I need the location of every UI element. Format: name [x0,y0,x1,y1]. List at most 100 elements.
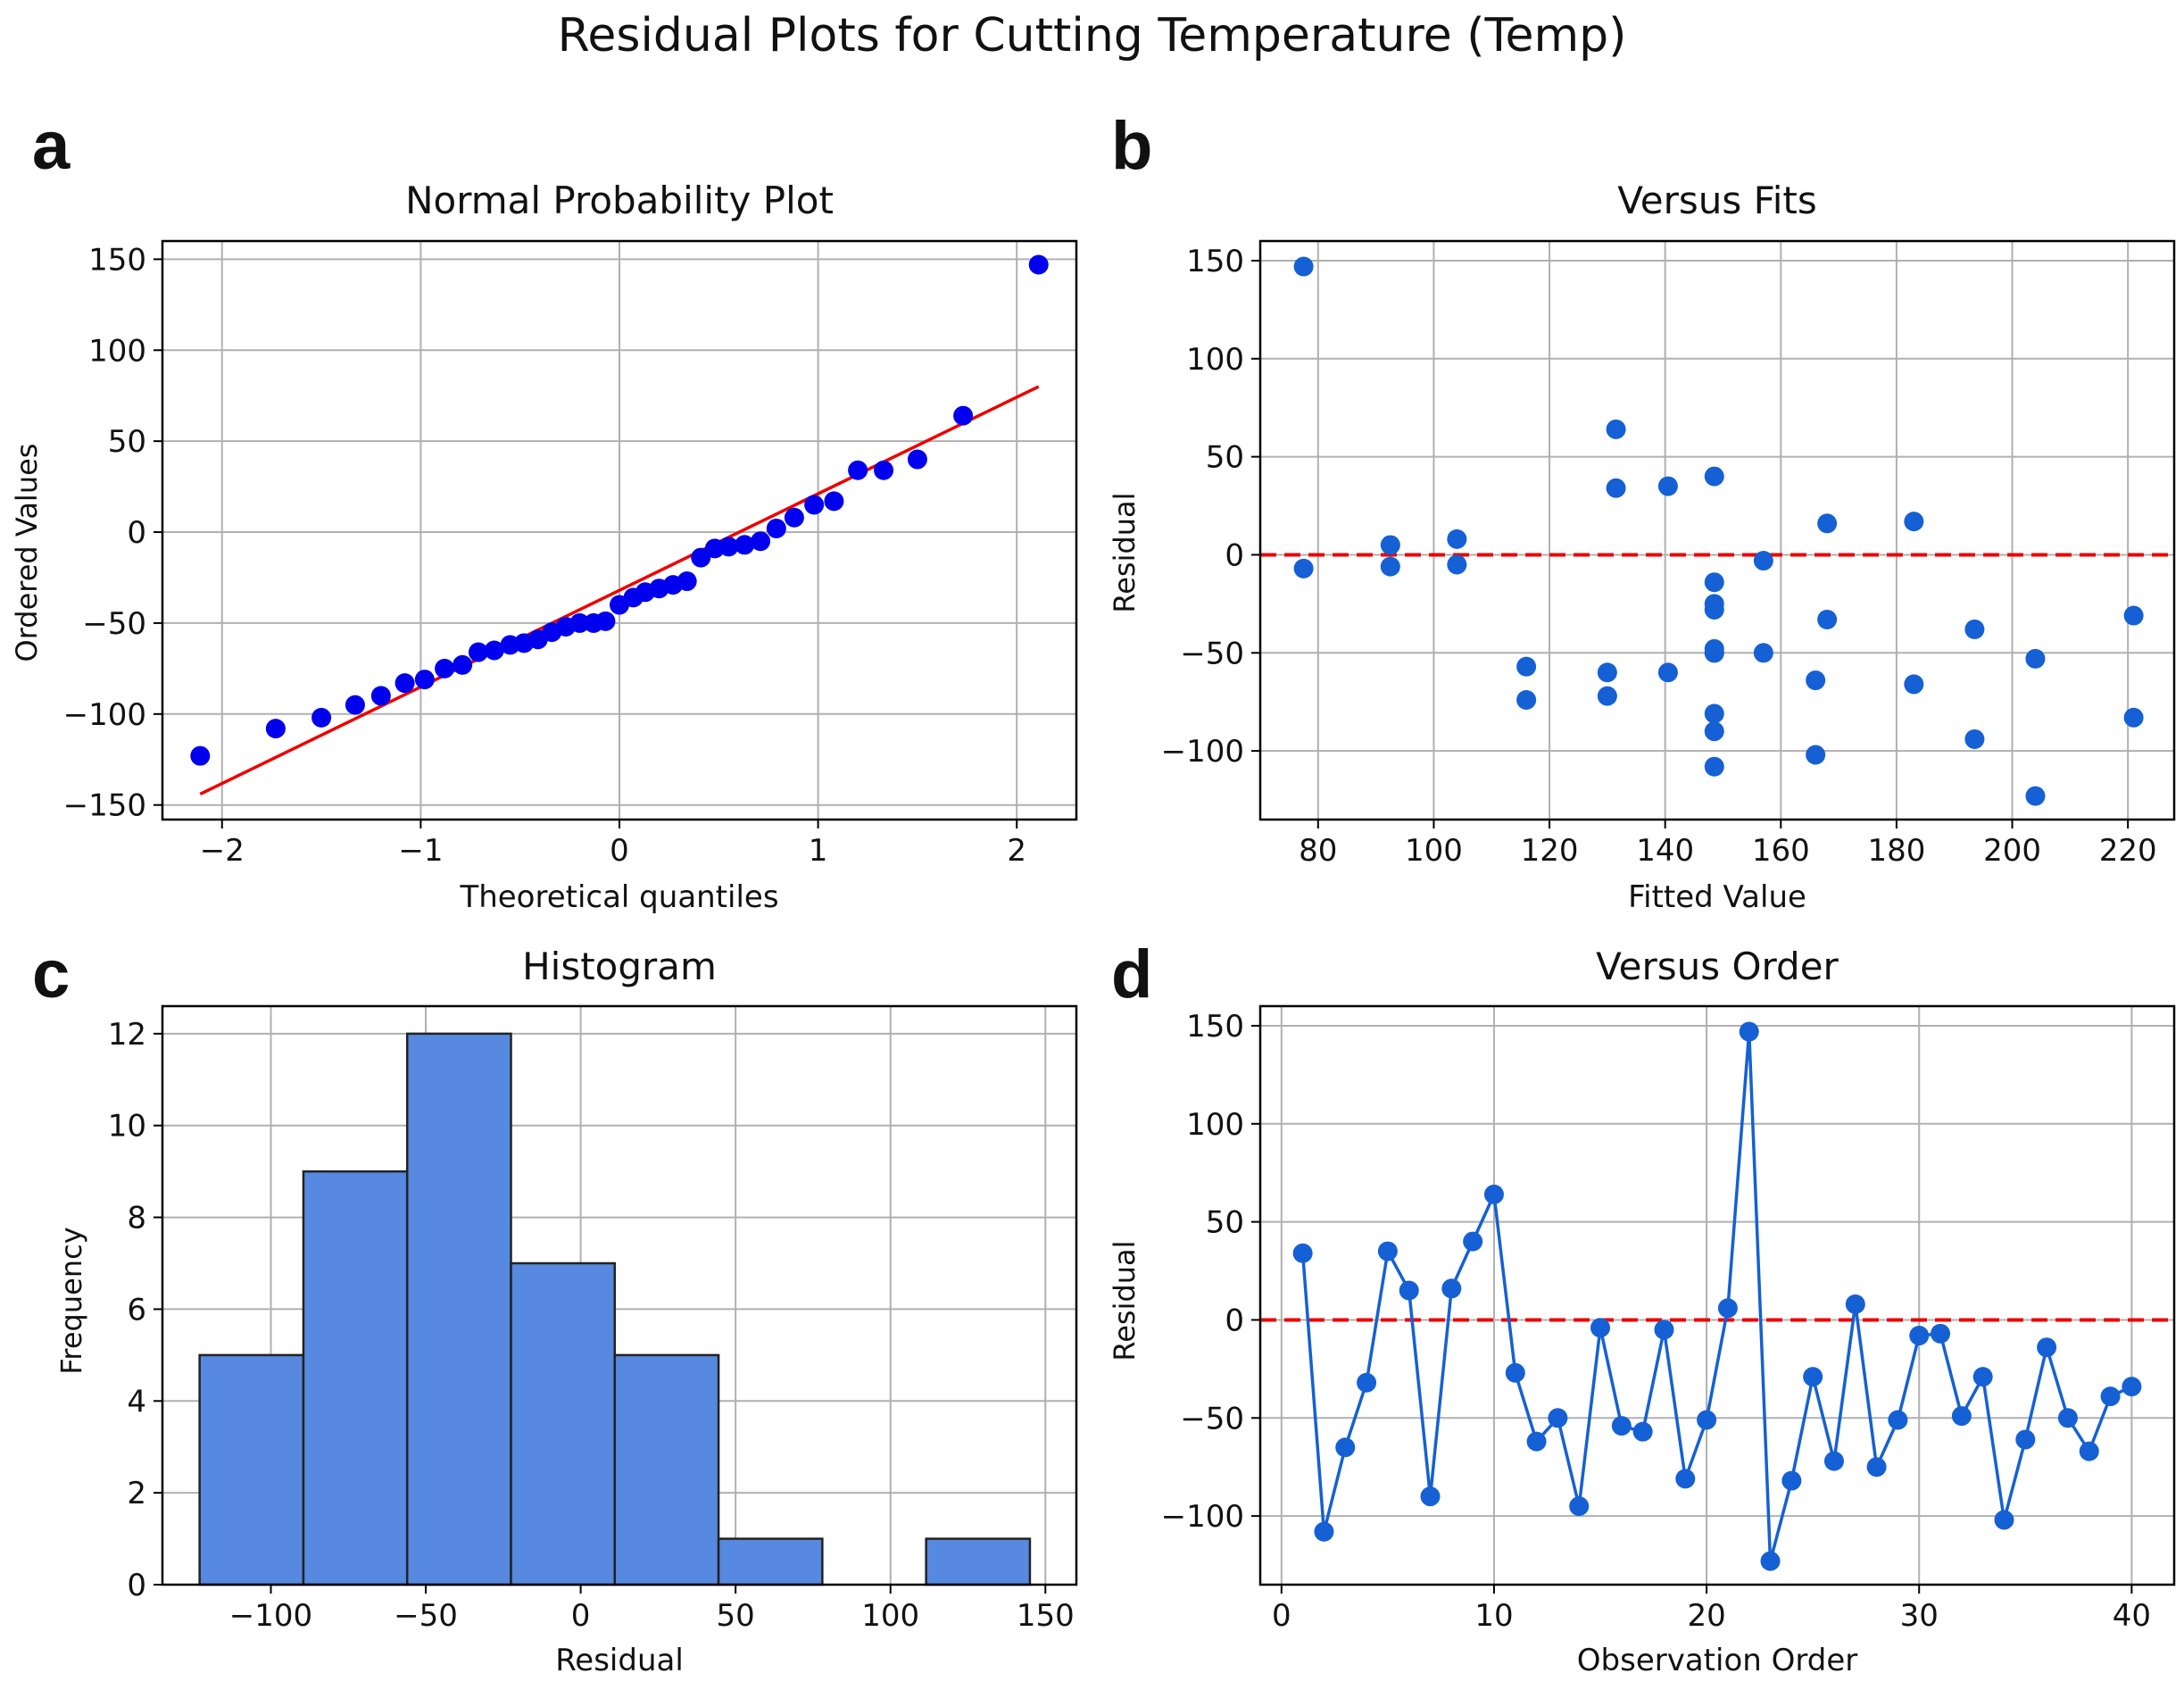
data-point [1293,558,1314,579]
data-point [1806,745,1826,765]
data-point [1964,619,1985,639]
data-point [953,405,974,426]
data-point [1739,1021,1759,1042]
data-point [190,745,211,766]
data-point [1526,1431,1547,1452]
data-point [394,673,415,694]
data-point [1548,1408,1568,1428]
data-point [1753,551,1773,571]
data-point [1632,1421,1653,1442]
panel-b-title: Versus Fits [1617,179,1817,222]
data-point [1964,728,1985,749]
data-point [1483,1184,1504,1204]
data-point [784,507,804,528]
y-tick-label: 100 [1186,1107,1244,1143]
data-point [1866,1457,1887,1478]
figure-title: Residual Plots for Cutting Temperature (… [557,9,1627,62]
data-point [1516,656,1537,677]
panel-c-xlabel: Residual [555,1643,684,1678]
data-point [1888,1410,1908,1430]
data-point [1335,1437,1356,1458]
x-tick-label: 180 [1867,833,1925,869]
y-tick-label: 0 [1225,537,1244,573]
data-point [370,686,391,706]
data-point [1399,1280,1419,1301]
y-tick-label: 50 [1206,440,1244,476]
y-tick-label: −100 [63,697,146,733]
y-tick-label: 2 [127,1476,146,1511]
data-point [691,547,711,568]
data-point [453,654,473,675]
panel-letter-b: b [1111,108,1153,184]
x-tick-label: 220 [2099,833,2157,869]
y-tick-label: 150 [88,242,146,278]
y-tick-label: −100 [1161,1499,1244,1535]
data-point [1753,643,1773,663]
data-point [1654,1320,1674,1340]
data-point [1447,554,1467,575]
panel-letter-a: a [32,108,71,184]
panel-a-title: Normal Probability Plot [405,179,834,222]
x-tick-label: 140 [1636,833,1694,869]
data-point [1505,1362,1525,1383]
x-tick-label: 0 [1272,1598,1291,1634]
plot-area-d [1260,1006,2174,1585]
data-point [1817,513,1838,534]
data-point [414,670,435,690]
data-point [766,518,786,538]
data-point [2123,707,2144,728]
panel-letter-d: d [1111,937,1153,1012]
y-tick-label: −50 [82,606,146,642]
data-point [1569,1496,1590,1517]
x-tick-label: 100 [1405,833,1463,869]
x-tick-label: 1 [809,833,828,869]
data-point [1717,1298,1738,1319]
data-point [1845,1294,1865,1314]
data-point [718,537,739,557]
histogram-bar [405,1032,512,1586]
x-tick-label: 160 [1752,833,1810,869]
y-tick-label: 150 [1186,1009,1244,1045]
data-point [2015,1429,2036,1450]
data-point [1704,721,1724,742]
panel-b-ylabel: Residual [1108,492,1142,613]
histogram-bar [717,1537,824,1586]
data-point [1357,1372,1377,1393]
x-tick-label: 10 [1474,1598,1513,1634]
data-point [2100,1386,2121,1407]
data-point [1657,476,1678,496]
data-point [804,495,825,515]
data-point [848,460,868,480]
histogram-bar [198,1353,305,1586]
data-point [1697,1410,1717,1430]
y-tick-label: 0 [1225,1303,1244,1338]
panel-b-xlabel: Fitted Value [1628,879,1806,915]
x-tick-label: 50 [717,1598,755,1634]
y-tick-label: 100 [88,333,146,369]
histogram-bar [510,1261,617,1586]
data-point [1606,419,1626,439]
histogram-bar [925,1537,1032,1586]
y-tick-label: 50 [1206,1205,1244,1241]
panel-d-xlabel: Observation Order [1576,1643,1858,1678]
data-point [1675,1469,1696,1489]
data-point [1817,609,1838,629]
data-point [1781,1470,1802,1491]
data-point [595,611,616,631]
y-tick-label: 12 [108,1017,146,1053]
x-tick-label: −1 [398,833,443,869]
data-point [1704,703,1724,724]
y-tick-label: −100 [1161,734,1244,770]
panel-c-ylabel: Frequency [54,1227,88,1375]
data-point [1028,254,1049,275]
data-point [2057,1408,2078,1428]
data-point [345,695,365,715]
y-tick-label: 150 [1186,244,1244,279]
y-tick-label: 4 [127,1384,146,1419]
y-tick-label: 0 [127,515,146,551]
data-point [2079,1441,2099,1461]
data-point [2037,1337,2057,1358]
data-point [1704,466,1724,487]
data-point [907,449,927,470]
